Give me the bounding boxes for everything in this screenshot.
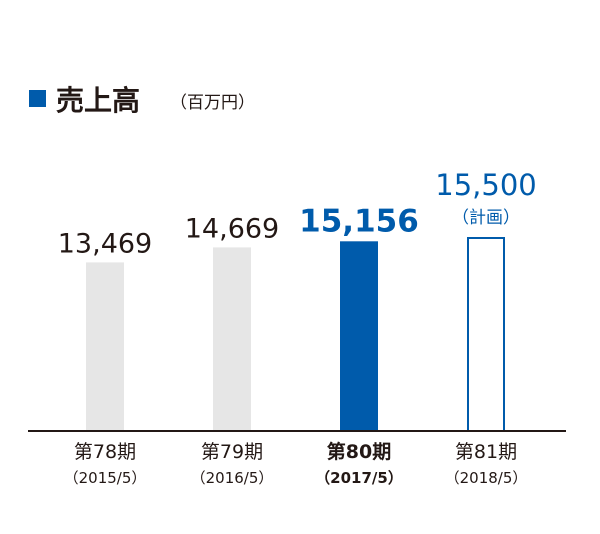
- note-label-3: （計画）: [452, 208, 520, 228]
- period-label-0: （2015/5）: [64, 469, 147, 487]
- period-label-3: （2018/5）: [445, 469, 528, 487]
- chart-title: 売上高: [56, 84, 140, 117]
- title-square-icon: [29, 90, 46, 107]
- value-label-0: 13,469: [58, 228, 152, 259]
- value-label-3: 15,500: [435, 168, 536, 202]
- value-label-2: 15,156: [299, 203, 419, 239]
- bar-1: [213, 247, 251, 431]
- category-label-0: 第78期: [74, 441, 136, 463]
- value-label-1: 14,669: [185, 213, 279, 244]
- category-label-3: 第81期: [455, 441, 517, 463]
- bar-3: [467, 237, 505, 432]
- category-label-1: 第79期: [201, 441, 263, 463]
- period-label-2: （2017/5）: [315, 469, 403, 487]
- bar-2: [340, 241, 378, 431]
- bars-layer: 13,469 第78期 （2015/5） 14,669 第79期 （2016/5） 15,1…: [58, 168, 537, 487]
- period-label-1: （2016/5）: [191, 469, 274, 487]
- bar-0: [86, 262, 124, 431]
- category-label-2: 第80期: [327, 440, 391, 463]
- unit-label: （百万円）: [170, 93, 255, 113]
